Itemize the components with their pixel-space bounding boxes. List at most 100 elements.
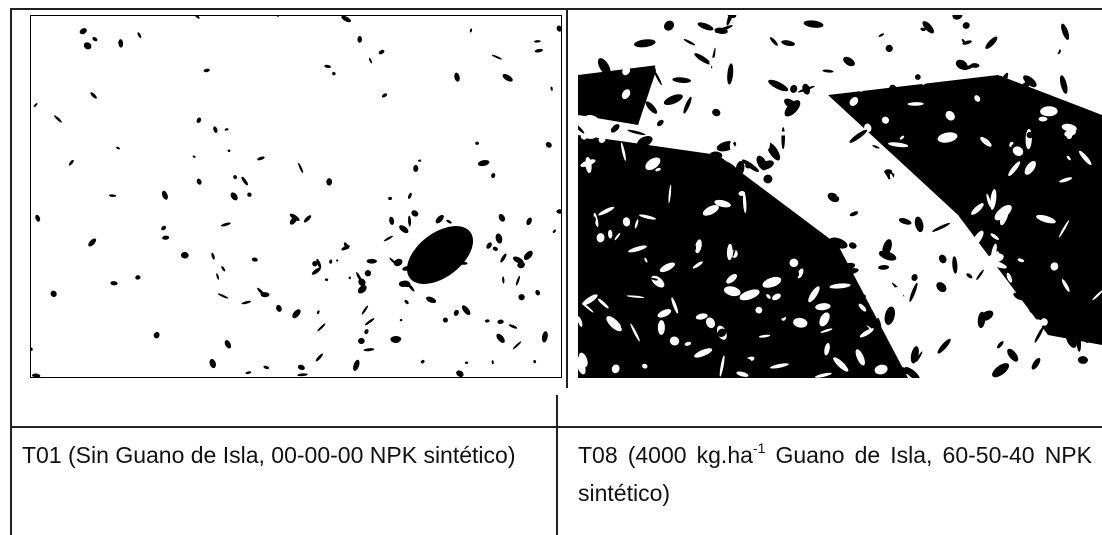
speck (985, 36, 998, 49)
speck (718, 317, 736, 327)
speck (727, 15, 737, 18)
speck (1031, 357, 1041, 370)
speck (655, 59, 664, 75)
speck (600, 264, 622, 275)
speck (878, 33, 885, 37)
speck (381, 93, 388, 98)
speck (874, 99, 894, 113)
speck (917, 122, 924, 130)
speck (597, 58, 611, 76)
speck (399, 225, 409, 234)
speck (454, 72, 460, 82)
speck (227, 149, 231, 152)
speck (615, 289, 626, 300)
speck (224, 340, 232, 349)
speck (860, 192, 868, 200)
speck (849, 211, 859, 217)
speck (627, 146, 636, 155)
speck (657, 320, 665, 335)
speck (914, 216, 924, 233)
speck (523, 250, 533, 261)
speck (31, 373, 41, 378)
speck (923, 307, 940, 318)
speck (491, 173, 496, 179)
speck (348, 276, 351, 280)
speck (961, 38, 966, 44)
speck (696, 99, 705, 110)
speck (765, 196, 775, 203)
speck (622, 66, 631, 76)
speck (686, 241, 697, 254)
speck (1085, 312, 1098, 331)
speck (881, 116, 890, 124)
speck (904, 367, 920, 378)
speck (357, 36, 363, 43)
speck (888, 142, 909, 148)
speck (541, 331, 548, 343)
speck (401, 280, 411, 288)
speck (502, 73, 513, 82)
speck (326, 178, 333, 186)
speck (613, 208, 624, 219)
speck (1059, 75, 1068, 94)
speck (757, 365, 766, 378)
speck (642, 363, 648, 369)
speck (550, 86, 553, 91)
speck (997, 341, 1004, 349)
speck (760, 206, 771, 210)
speck (1049, 46, 1060, 55)
speck (515, 275, 521, 286)
speck (937, 132, 958, 143)
speck (656, 119, 664, 127)
speck (33, 103, 38, 108)
speck (637, 136, 653, 148)
speck (224, 128, 229, 131)
speck (891, 167, 901, 174)
speck (920, 27, 926, 32)
speck (203, 68, 210, 73)
speck (914, 74, 921, 80)
speck (986, 259, 1007, 269)
speck (650, 277, 659, 281)
speck (358, 337, 365, 344)
speck (760, 160, 774, 170)
speck (584, 115, 600, 125)
speck (343, 242, 349, 250)
speck (364, 329, 369, 335)
speck (729, 43, 736, 51)
speck (808, 286, 820, 303)
speck (895, 331, 902, 334)
speck (715, 296, 721, 306)
speck (751, 207, 767, 221)
speck (627, 129, 646, 136)
speck (357, 285, 367, 294)
speck (763, 174, 773, 184)
speck (257, 287, 266, 297)
speck (220, 222, 231, 227)
speck (364, 270, 372, 277)
speck (647, 372, 657, 378)
speck (645, 101, 658, 114)
speck (545, 141, 552, 148)
speck (834, 176, 840, 182)
speck (316, 258, 322, 269)
speck (791, 268, 800, 278)
speck (646, 130, 651, 135)
speck (221, 266, 226, 272)
speck (971, 203, 984, 215)
speck (734, 144, 749, 158)
speck (674, 153, 692, 167)
speck (974, 54, 984, 64)
speck (580, 295, 586, 302)
speck (1008, 161, 1021, 177)
speck (180, 251, 189, 259)
speck (936, 282, 947, 293)
speck (684, 341, 692, 346)
speck (672, 173, 685, 183)
dark-area (578, 65, 658, 125)
speck (580, 159, 596, 168)
speck (803, 160, 819, 171)
speck (848, 242, 857, 249)
speck (1066, 155, 1071, 161)
speck (1017, 258, 1025, 263)
